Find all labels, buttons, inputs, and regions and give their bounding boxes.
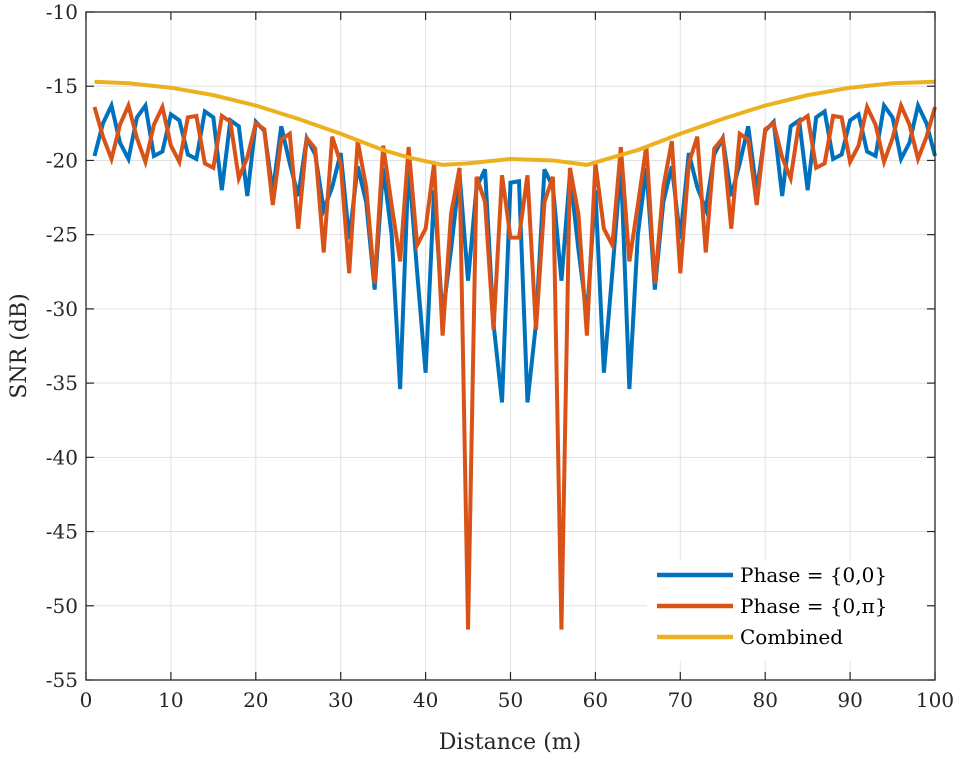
x-tick-label: 0	[80, 688, 93, 712]
legend-label-phase-0pi: Phase = {0,π}	[740, 594, 888, 618]
y-tick-label: -25	[46, 223, 78, 247]
x-tick-label: 30	[328, 688, 353, 712]
y-tick-label: -40	[46, 445, 78, 469]
legend-label-phase-00: Phase = {0,0}	[740, 563, 887, 587]
x-tick-label: 20	[243, 688, 268, 712]
x-tick-label: 100	[916, 688, 954, 712]
x-tick-label: 40	[413, 688, 438, 712]
x-tick-label: 70	[668, 688, 693, 712]
x-tick-label: 10	[158, 688, 183, 712]
y-axis-title: SNR (dB)	[7, 293, 32, 398]
y-tick-label: -15	[46, 74, 78, 98]
x-tick-label: 60	[583, 688, 608, 712]
x-tick-label: 80	[752, 688, 777, 712]
legend-label-combined: Combined	[740, 625, 843, 649]
series-line-phase-00	[92, 99, 937, 403]
axis-ticks: 0 10 20 30 40 50 60 70 80 90 100 -10 -15 -20 -25 -30 -35…	[46, 0, 954, 712]
y-tick-label: -45	[46, 520, 78, 544]
legend: Phase = {0,0} Phase = {0,π} Combined	[647, 561, 927, 661]
series-line-phase-0pi	[92, 99, 937, 630]
series-line-combined	[94, 79, 936, 167]
y-tick-label: -35	[46, 371, 78, 395]
y-tick-label: -50	[46, 594, 78, 618]
x-tick-label: 90	[837, 688, 862, 712]
x-axis-title: Distance (m)	[439, 730, 581, 755]
y-tick-label: -10	[46, 0, 78, 24]
legend-box	[647, 561, 927, 661]
x-tick-label: 50	[498, 688, 523, 712]
y-tick-label: -55	[46, 668, 78, 692]
y-tick-label: -20	[46, 148, 78, 172]
grid-lines	[86, 12, 935, 680]
plot-series	[92, 79, 937, 630]
y-tick-label: -30	[46, 297, 78, 321]
